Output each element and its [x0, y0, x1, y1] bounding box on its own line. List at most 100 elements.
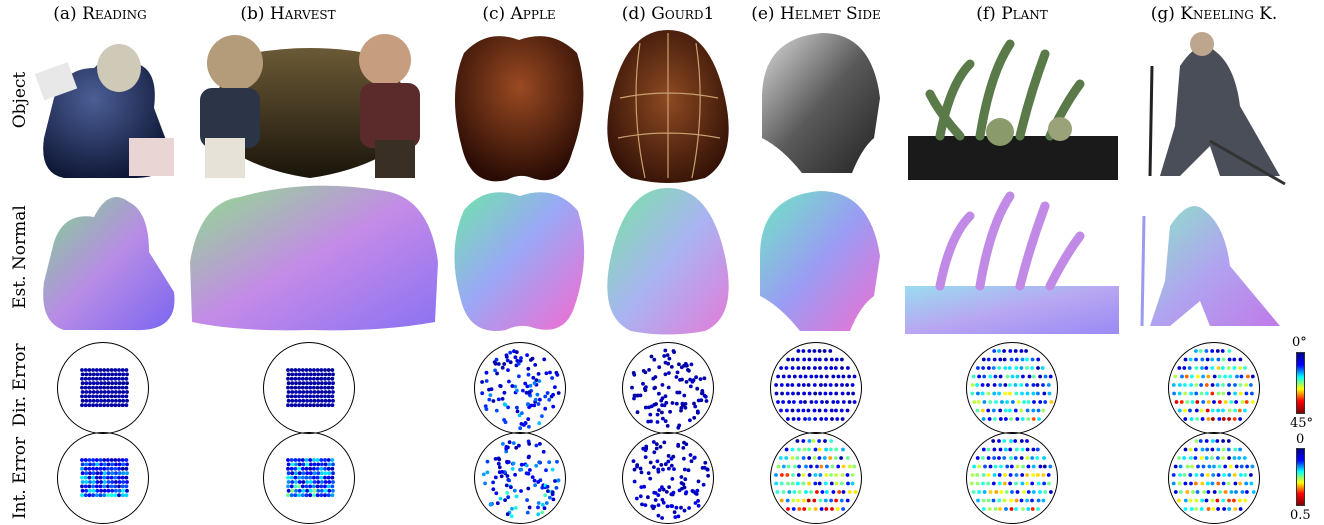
error-dot: [527, 505, 532, 510]
error-dot: [533, 483, 537, 488]
error-dot: [1032, 400, 1036, 404]
error-dot: [312, 488, 317, 493]
error-dot: [300, 394, 305, 399]
error-dot: [1025, 391, 1030, 396]
error-dot: [106, 488, 111, 493]
error-dot: [795, 456, 800, 460]
dir-colorbar-top-label: 0°: [1292, 335, 1307, 350]
error-dot: [1199, 391, 1204, 396]
error-dot: [95, 381, 100, 386]
error-dot: [1025, 481, 1030, 486]
error-dot: [1191, 490, 1195, 494]
error-dot: [982, 374, 987, 379]
column-title-helmet-side: (e) Helmet Side: [751, 4, 881, 24]
error-dot: [665, 504, 670, 509]
error-dot: [1201, 400, 1206, 404]
error-dot: [1189, 507, 1194, 511]
error-dot: [818, 473, 823, 477]
error-dot: [779, 408, 783, 413]
error-dot: [662, 440, 667, 445]
error-dot: [792, 490, 797, 494]
error-dot: [507, 379, 511, 384]
error-dot: [1190, 464, 1194, 469]
error-dot: [1013, 383, 1018, 387]
error-dot: [681, 446, 686, 450]
error-dot: [87, 466, 92, 471]
error-dot: [304, 376, 309, 381]
error-dot: [813, 447, 818, 452]
error-dot: [308, 381, 313, 386]
error-dot: [981, 417, 986, 421]
error-dot: [532, 478, 537, 483]
error-dot: [102, 458, 107, 462]
error-dot: [839, 408, 844, 413]
error-dot: [824, 366, 828, 370]
error-dot: [1205, 473, 1210, 477]
error-dot: [531, 375, 536, 380]
error-dot: [91, 385, 95, 390]
error-dot: [315, 466, 320, 471]
error-dot: [80, 376, 84, 381]
error-dot: [121, 381, 126, 386]
error-dot: [657, 391, 661, 396]
error-dot: [1206, 417, 1211, 421]
error-dot: [1177, 498, 1181, 503]
error-dot: [781, 400, 785, 404]
error-dot: [1183, 417, 1188, 421]
dir-error-plot-helmet-side: [770, 342, 862, 434]
error-dot: [327, 471, 332, 476]
error-dot: [646, 405, 651, 410]
error-dot: [1232, 473, 1237, 477]
error-dot: [1233, 391, 1237, 396]
error-dot: [117, 376, 121, 381]
error-dot: [120, 484, 125, 489]
error-dot: [106, 381, 111, 386]
error-dot: [1026, 490, 1031, 494]
error-dot: [541, 449, 546, 454]
error-dot: [300, 475, 305, 480]
error-dot: [327, 462, 332, 467]
error-dot: [106, 394, 110, 399]
error-dot: [1204, 366, 1209, 370]
error-dot: [970, 481, 974, 486]
error-dot: [80, 466, 84, 471]
error-dot: [87, 403, 92, 408]
error-dot: [312, 385, 316, 390]
error-dot: [841, 490, 846, 494]
error-dot: [297, 484, 301, 489]
error-dot: [1245, 464, 1249, 469]
error-dot: [836, 374, 841, 379]
error-dot: [297, 462, 302, 467]
error-dot: [546, 489, 550, 493]
error-dot: [518, 359, 523, 363]
error-dot: [823, 408, 828, 413]
error-dot: [106, 390, 111, 394]
error-dot: [524, 463, 529, 468]
error-dot: [117, 385, 121, 390]
error-dot: [841, 507, 845, 511]
int-colorbar-top-label: 0: [1296, 432, 1305, 447]
error-dot: [1020, 481, 1025, 486]
error-dot: [532, 381, 537, 386]
error-dot: [308, 390, 313, 394]
error-dot: [786, 481, 790, 486]
error-dot: [1036, 481, 1041, 486]
error-dot: [504, 483, 509, 488]
error-dot: [312, 480, 317, 484]
error-dot: [1032, 374, 1036, 379]
error-dot: [807, 507, 812, 511]
error-dot: [109, 458, 114, 462]
error-dot: [674, 401, 679, 406]
error-dot: [323, 475, 327, 480]
error-dot: [327, 488, 332, 493]
error-dot: [706, 473, 710, 478]
error-dot: [700, 390, 705, 395]
error-dot: [779, 481, 784, 486]
error-dot: [80, 368, 84, 372]
error-dot: [326, 475, 331, 480]
error-dot: [286, 475, 290, 480]
error-dot: [537, 379, 542, 383]
error-dot: [323, 376, 327, 381]
error-dot: [660, 410, 664, 415]
error-dot: [98, 394, 103, 399]
